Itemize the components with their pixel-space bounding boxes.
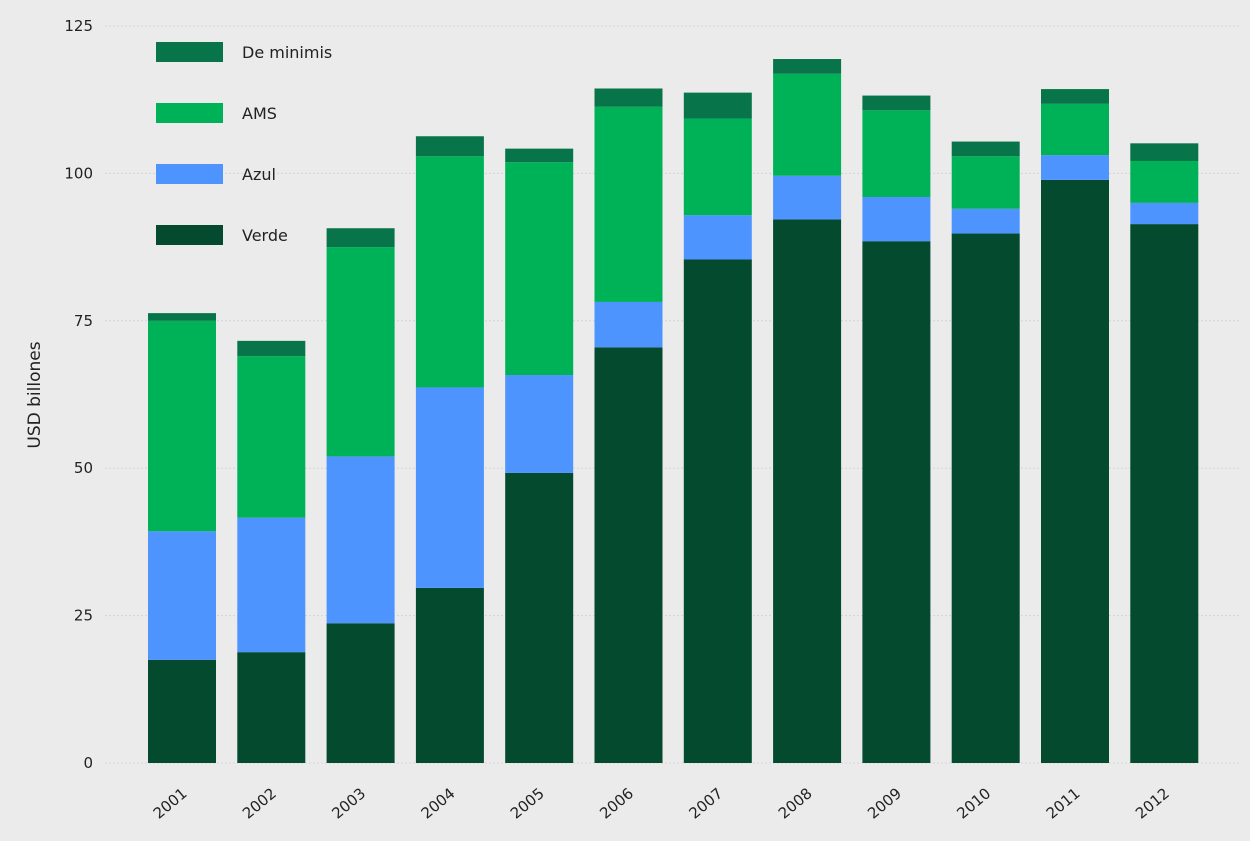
bar-segment xyxy=(951,233,1020,764)
bar-segment xyxy=(1130,161,1199,203)
bar-segment xyxy=(1041,179,1109,763)
x-tick-label: 2005 xyxy=(507,784,548,822)
x-tick-label: 2008 xyxy=(775,784,816,822)
bar-segment xyxy=(862,196,931,242)
legend-swatch xyxy=(156,42,223,62)
bar-segment xyxy=(862,95,931,111)
bar-segment xyxy=(326,623,395,763)
bar-segment xyxy=(594,301,663,348)
bar-segment xyxy=(862,241,931,764)
bar-segment xyxy=(594,106,663,302)
bar-segment xyxy=(326,228,395,248)
bars xyxy=(148,59,1199,764)
bar-segment xyxy=(415,136,484,157)
x-tick-label: 2011 xyxy=(1043,784,1084,822)
bar-segment xyxy=(148,313,216,321)
bar-segment xyxy=(1130,224,1199,764)
bar-segment xyxy=(237,356,306,518)
y-tick-label: 25 xyxy=(74,607,93,625)
bar-segment xyxy=(683,215,752,260)
legend-swatch xyxy=(156,225,223,245)
legend-swatch xyxy=(156,103,223,123)
bar-segment xyxy=(862,110,931,197)
y-axis-ticks: 0 25 50 75 100 125 xyxy=(64,17,93,772)
x-tick-label: 2009 xyxy=(864,784,905,822)
bar-segment xyxy=(773,219,842,763)
y-tick-label: 100 xyxy=(64,164,93,182)
bar-segment xyxy=(594,88,663,107)
y-tick-label: 50 xyxy=(74,459,93,477)
legend: De minimis AMS Azul Verde xyxy=(156,42,332,245)
x-tick-label: 2012 xyxy=(1132,784,1173,822)
bar-segment xyxy=(683,259,752,763)
bar-segment xyxy=(148,320,216,532)
bar-segment xyxy=(951,156,1020,209)
legend-label: AMS xyxy=(242,104,277,123)
bar-segment xyxy=(1130,143,1199,162)
bar-segment xyxy=(773,175,842,220)
legend-label: Azul xyxy=(242,165,276,184)
legend-label: De minimis xyxy=(242,43,332,62)
legend-swatch xyxy=(156,164,223,184)
bar-segment xyxy=(683,92,752,119)
bar-segment xyxy=(148,659,216,763)
bar-segment xyxy=(148,531,216,660)
bar-segment xyxy=(951,208,1020,234)
y-tick-label: 125 xyxy=(64,17,93,35)
bar-segment xyxy=(415,156,484,388)
bar-segment xyxy=(326,247,395,457)
bar-segment xyxy=(237,340,306,357)
bar-segment xyxy=(1041,103,1109,156)
bar-segment xyxy=(415,587,484,763)
x-axis-ticks: 2001 2002 2003 2004 2005 2006 2007 2008 2009 2010… xyxy=(150,784,1173,822)
x-tick-label: 2007 xyxy=(686,784,727,822)
bar-segment xyxy=(1041,155,1109,180)
bar-segment xyxy=(773,73,842,176)
x-tick-label: 2001 xyxy=(150,784,191,822)
bar-segment xyxy=(1130,202,1199,225)
x-tick-label: 2004 xyxy=(418,784,459,822)
x-tick-label: 2010 xyxy=(953,784,994,822)
bar-segment xyxy=(237,652,306,763)
x-tick-label: 2002 xyxy=(239,784,280,822)
y-tick-label: 75 xyxy=(74,312,93,330)
x-tick-label: 2006 xyxy=(596,784,637,822)
bar-segment xyxy=(415,387,484,588)
bar-segment xyxy=(951,141,1020,157)
bar-segment xyxy=(505,472,574,763)
bar-segment xyxy=(326,456,395,624)
y-tick-label: 0 xyxy=(83,754,93,772)
bar-segment xyxy=(773,59,842,74)
bar-segment xyxy=(594,347,663,763)
legend-label: Verde xyxy=(242,226,288,245)
bar-segment xyxy=(683,118,752,216)
y-axis-title: USD billones xyxy=(25,341,45,448)
bar-segment xyxy=(505,148,574,163)
bar-segment xyxy=(505,162,574,376)
bar-segment xyxy=(237,517,306,653)
bar-segment xyxy=(1041,89,1109,104)
bar-segment xyxy=(505,375,574,473)
x-tick-label: 2003 xyxy=(328,784,369,822)
